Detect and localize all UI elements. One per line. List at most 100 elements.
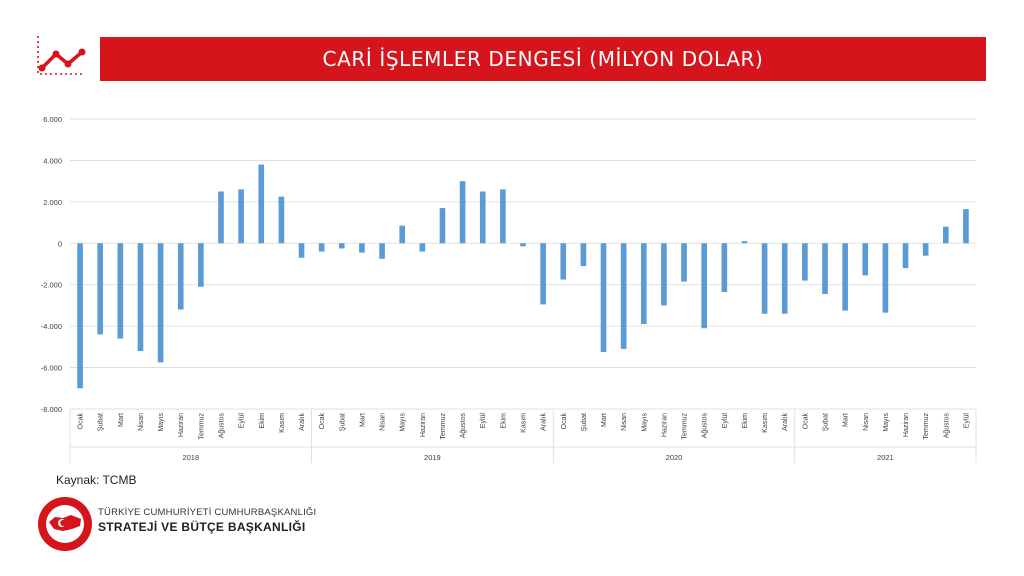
x-tick-label: Aralık xyxy=(782,413,789,431)
bar xyxy=(298,243,305,258)
bar xyxy=(942,226,949,244)
y-tick-label: -6.000 xyxy=(41,364,62,373)
line-chart-icon xyxy=(32,30,96,82)
bar xyxy=(761,243,768,314)
bar xyxy=(318,243,325,252)
y-tick-label: -2.000 xyxy=(41,281,62,290)
bar xyxy=(77,243,83,389)
x-tick-label: Kasım xyxy=(762,413,769,433)
y-tick-label: 2.000 xyxy=(43,198,62,207)
bar xyxy=(540,243,546,305)
x-tick-label: Aralık xyxy=(299,413,306,431)
bar xyxy=(359,243,365,253)
bar xyxy=(520,243,526,247)
x-tick-label: Ekim xyxy=(742,413,749,429)
x-tick-label: Nisan xyxy=(863,413,870,431)
y-tick-label: -8.000 xyxy=(41,405,62,414)
bar xyxy=(922,243,929,256)
x-tick-label: Ocak xyxy=(802,413,809,430)
bar xyxy=(278,196,285,244)
bar xyxy=(560,243,567,280)
x-tick-label: Mayıs xyxy=(400,413,407,432)
bar xyxy=(862,243,869,276)
organization-name-line1: TÜRKİYE CUMHURİYETİ CUMHURBAŞKANLIĞI xyxy=(98,507,317,518)
bar xyxy=(238,189,244,244)
bar xyxy=(439,208,446,244)
organization-name-line2: STRATEJİ VE BÜTÇE BAŞKANLIĞI xyxy=(98,520,306,534)
x-tick-label: Eylül xyxy=(239,413,246,429)
bar xyxy=(97,243,104,335)
x-tick-label: Şubat xyxy=(339,413,346,431)
x-tick-label: Mart xyxy=(359,413,366,427)
x-tick-label: Eylül xyxy=(480,413,487,429)
y-tick-label: 4.000 xyxy=(43,156,62,165)
x-tick-label: Temmuz xyxy=(440,413,447,440)
bar xyxy=(822,243,828,295)
y-tick-label: 0 xyxy=(58,239,62,248)
bar xyxy=(137,243,144,351)
x-tick-label: Haziran xyxy=(178,413,185,437)
year-label: 2018 xyxy=(182,453,199,462)
bar xyxy=(399,225,406,244)
footer-organization: TÜRKİYE CUMHURİYETİ CUMHURBAŞKANLIĞI STR… xyxy=(36,495,366,555)
x-tick-label: Aralık xyxy=(541,413,548,431)
x-tick-label: Haziran xyxy=(903,413,910,437)
x-tick-label: Şubat xyxy=(98,413,105,431)
bar xyxy=(218,191,224,244)
x-tick-label: Ocak xyxy=(78,413,85,430)
bar xyxy=(802,243,808,281)
year-label: 2019 xyxy=(424,453,441,462)
bar xyxy=(500,189,506,244)
page-title: CARİ İŞLEMLER DENGESİ (MİLYON DOLAR) xyxy=(322,47,764,71)
year-label: 2021 xyxy=(877,453,894,462)
x-tick-label: Nisan xyxy=(380,413,387,431)
source-note: Kaynak: TCMB xyxy=(56,473,137,487)
bar xyxy=(600,243,607,353)
bar xyxy=(117,243,124,339)
y-tick-label: 6.000 xyxy=(43,115,62,124)
x-tick-label: Ekim xyxy=(259,413,266,429)
bar xyxy=(661,243,667,306)
x-tick-label: Haziran xyxy=(661,413,668,437)
bar xyxy=(580,243,587,267)
x-tick-label: Nisan xyxy=(138,413,145,431)
x-tick-label: Temmuz xyxy=(198,413,205,440)
x-tick-label: Kasım xyxy=(279,413,286,433)
x-tick-label: Mayıs xyxy=(641,413,648,432)
x-tick-label: Eylül xyxy=(963,413,970,429)
bar xyxy=(701,243,708,329)
bar xyxy=(963,209,969,244)
x-tick-label: Ocak xyxy=(319,413,326,430)
bar xyxy=(479,191,486,244)
x-tick-label: Eylül xyxy=(722,413,729,429)
bar xyxy=(640,243,647,325)
x-tick-label: Mayıs xyxy=(158,413,165,432)
bar xyxy=(177,243,184,310)
bar xyxy=(902,243,909,269)
x-tick-label: Temmuz xyxy=(682,413,689,440)
bar xyxy=(882,243,889,313)
x-tick-label: Mayıs xyxy=(883,413,890,432)
x-tick-label: Mart xyxy=(118,413,125,427)
x-tick-label: Ağustos xyxy=(943,413,950,439)
bar xyxy=(157,243,164,363)
bar xyxy=(781,243,788,314)
bar xyxy=(842,243,848,311)
x-tick-label: Ağustos xyxy=(219,413,226,439)
bar xyxy=(419,243,426,252)
year-label: 2020 xyxy=(666,453,683,462)
bar xyxy=(741,241,748,244)
x-tick-label: Mart xyxy=(843,413,850,427)
y-tick-label: -4.000 xyxy=(41,322,62,331)
x-tick-label: Ağustos xyxy=(702,413,709,439)
x-tick-label: Haziran xyxy=(420,413,427,437)
title-banner: CARİ İŞLEMLER DENGESİ (MİLYON DOLAR) xyxy=(100,37,986,81)
x-tick-label: Şubat xyxy=(581,413,588,431)
x-tick-label: Ekim xyxy=(500,413,507,429)
bar xyxy=(620,243,627,349)
organization-seal-logo xyxy=(38,497,92,551)
x-tick-label: Şubat xyxy=(823,413,830,431)
bar-chart: 6.000 4.000 2.000 0 -2.000 -4.000 -6.000 -8.000… xyxy=(41,115,977,463)
bar xyxy=(338,243,345,249)
x-tick-label: Ocak xyxy=(561,413,568,430)
